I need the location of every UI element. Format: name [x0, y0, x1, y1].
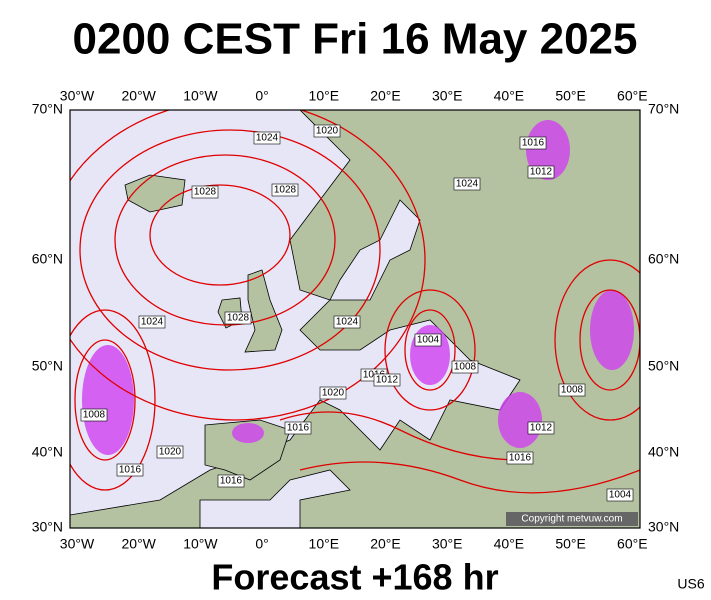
- isobar-label: 1016: [220, 476, 243, 487]
- isobar-label-box: [253, 131, 281, 145]
- lon-label-bottom: 50°E: [555, 536, 586, 552]
- isobar-label: 1008: [83, 410, 106, 421]
- isobar-label-box: [606, 488, 634, 502]
- lon-label-bottom: 60°E: [617, 536, 648, 552]
- isobar-label: 1020: [316, 126, 339, 137]
- lon-label-bottom: 10°E: [309, 536, 340, 552]
- isobar-label: 1016: [287, 423, 310, 434]
- forecast-label: Forecast +168 hr: [211, 557, 498, 598]
- lon-label-top: 20°E: [370, 88, 401, 104]
- lat-label-right: 50°N: [648, 358, 679, 374]
- lon-label-top: 10°E: [309, 88, 340, 104]
- isobar-label: 1028: [227, 313, 250, 324]
- isobar-label-box: [451, 360, 479, 374]
- lon-label-bottom: 40°E: [494, 536, 525, 552]
- isobar-label: 1016: [522, 138, 545, 149]
- isobar-label-box: [217, 474, 245, 488]
- lon-label-top: 30°E: [432, 88, 463, 104]
- lon-label-bottom: 20°E: [370, 536, 401, 552]
- map-frame: [69, 109, 641, 529]
- isobar-label: 1012: [530, 423, 553, 434]
- isobar-label: 1004: [609, 490, 632, 501]
- isobar-label: 1024: [336, 317, 359, 328]
- isobar-label-box: [414, 333, 442, 347]
- lat-label-right: 70°N: [648, 101, 679, 117]
- isobar-label-box: [319, 386, 347, 400]
- isobar-label-box: [284, 421, 312, 435]
- lon-label-top: 20°W: [122, 88, 157, 104]
- lon-label-top: 30°W: [60, 88, 95, 104]
- lon-label-top: 60°E: [617, 88, 648, 104]
- lat-label-left: 60°N: [32, 251, 63, 267]
- isobar-label: 1012: [376, 375, 399, 386]
- isobar-label-box: [373, 373, 401, 387]
- isobar-label: 1020: [159, 447, 182, 458]
- isobar-label: 1024: [456, 179, 479, 190]
- isobar-label-box: [527, 421, 555, 435]
- isobar-label: 1004: [417, 335, 440, 346]
- isobar-label-box: [191, 185, 219, 199]
- lon-label-top: 10°W: [183, 88, 218, 104]
- lat-label-right: 60°N: [648, 251, 679, 267]
- lon-label-bottom: 30°E: [432, 536, 463, 552]
- copyright: Copyright metvuw.com: [521, 514, 622, 525]
- isobar-label-box: [313, 124, 341, 138]
- isobar-label: 1028: [194, 187, 217, 198]
- lon-label-bottom: 0°: [255, 536, 268, 552]
- isobar-label-box: [506, 451, 534, 465]
- isobar-label-box: [271, 183, 299, 197]
- isobar-label: 1012: [530, 167, 553, 178]
- lon-label-bottom: 30°W: [60, 536, 95, 552]
- isobar-label-box: [527, 165, 555, 179]
- isobar-label: 1016: [119, 465, 142, 476]
- isobar-label: 1024: [141, 317, 164, 328]
- isobar-label-box: [333, 315, 361, 329]
- lat-label-right: 40°N: [648, 444, 679, 460]
- run-code: US6: [677, 576, 704, 592]
- title: 0200 CEST Fri 16 May 2025: [73, 15, 638, 64]
- isobar-label-box: [224, 311, 252, 325]
- lon-label-top: 50°E: [555, 88, 586, 104]
- lat-label-left: 30°N: [32, 519, 63, 535]
- isobar-label-box: [116, 463, 144, 477]
- isobar-label: 1008: [561, 385, 584, 396]
- isobar-label: 1016: [509, 453, 532, 464]
- lon-label-top: 0°: [255, 88, 268, 104]
- isobar-label: 1028: [274, 185, 297, 196]
- isobar-label-box: [558, 383, 586, 397]
- lon-label-bottom: 20°W: [122, 536, 157, 552]
- lat-label-left: 50°N: [32, 358, 63, 374]
- isobar-label-box: [156, 445, 184, 459]
- britain: [244, 269, 283, 353]
- isobar-label: 1008: [454, 362, 477, 373]
- copyright-box: [506, 512, 638, 526]
- isobar-label-box: [138, 315, 166, 329]
- lon-label-top: 40°E: [494, 88, 525, 104]
- isobar-label-box: [519, 136, 547, 150]
- lat-label-left: 40°N: [32, 444, 63, 460]
- isobar-label-box: [453, 177, 481, 191]
- lon-label-bottom: 10°W: [183, 536, 218, 552]
- isobar-label: 1024: [256, 133, 279, 144]
- lat-label-left: 70°N: [32, 101, 63, 117]
- lat-label-right: 30°N: [648, 519, 679, 535]
- iberia: [204, 419, 291, 481]
- isobar-label: 1020: [322, 388, 345, 399]
- isobar-label-box: [80, 408, 108, 422]
